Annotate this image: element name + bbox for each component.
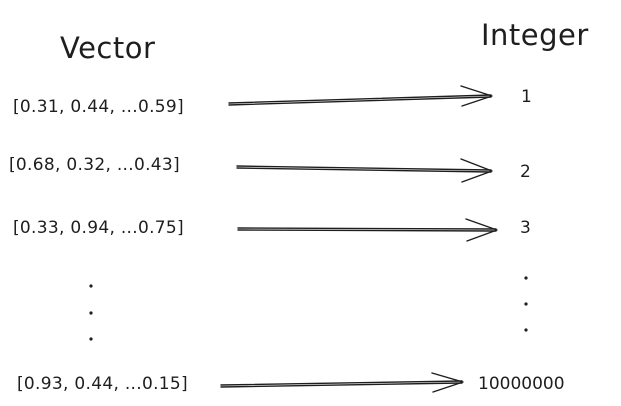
mapping-arrow-row-3 — [237, 218, 498, 242]
right-ellipsis-dot-2 — [524, 302, 528, 306]
right-ellipsis-dot-3 — [524, 328, 528, 332]
vector-label-row-3: [0.33, 0.94, ...0.75] — [13, 218, 184, 238]
mapping-arrow-row-2 — [236, 158, 493, 183]
integer-label-row-last: 10000000 — [478, 374, 565, 394]
mapping-arrow-row-last — [220, 372, 464, 393]
mapping-arrow-row-1 — [228, 85, 493, 107]
integer-label-row-2: 2 — [520, 162, 531, 182]
left-ellipsis-dot-1 — [89, 284, 93, 288]
integer-label-row-3: 3 — [520, 218, 531, 238]
integer-label-row-1: 1 — [521, 87, 532, 107]
integer-column-header: Integer — [481, 18, 589, 52]
vector-label-row-last: [0.93, 0.44, ...0.15] — [17, 374, 188, 394]
right-ellipsis-dot-1 — [524, 276, 528, 280]
left-ellipsis-dot-3 — [89, 337, 93, 341]
vector-label-row-2: [0.68, 0.32, ...0.43] — [9, 155, 180, 175]
left-ellipsis-dot-2 — [89, 311, 93, 315]
vector-column-header: Vector — [60, 31, 155, 65]
vector-label-row-1: [0.31, 0.44, ...0.59] — [13, 97, 184, 117]
